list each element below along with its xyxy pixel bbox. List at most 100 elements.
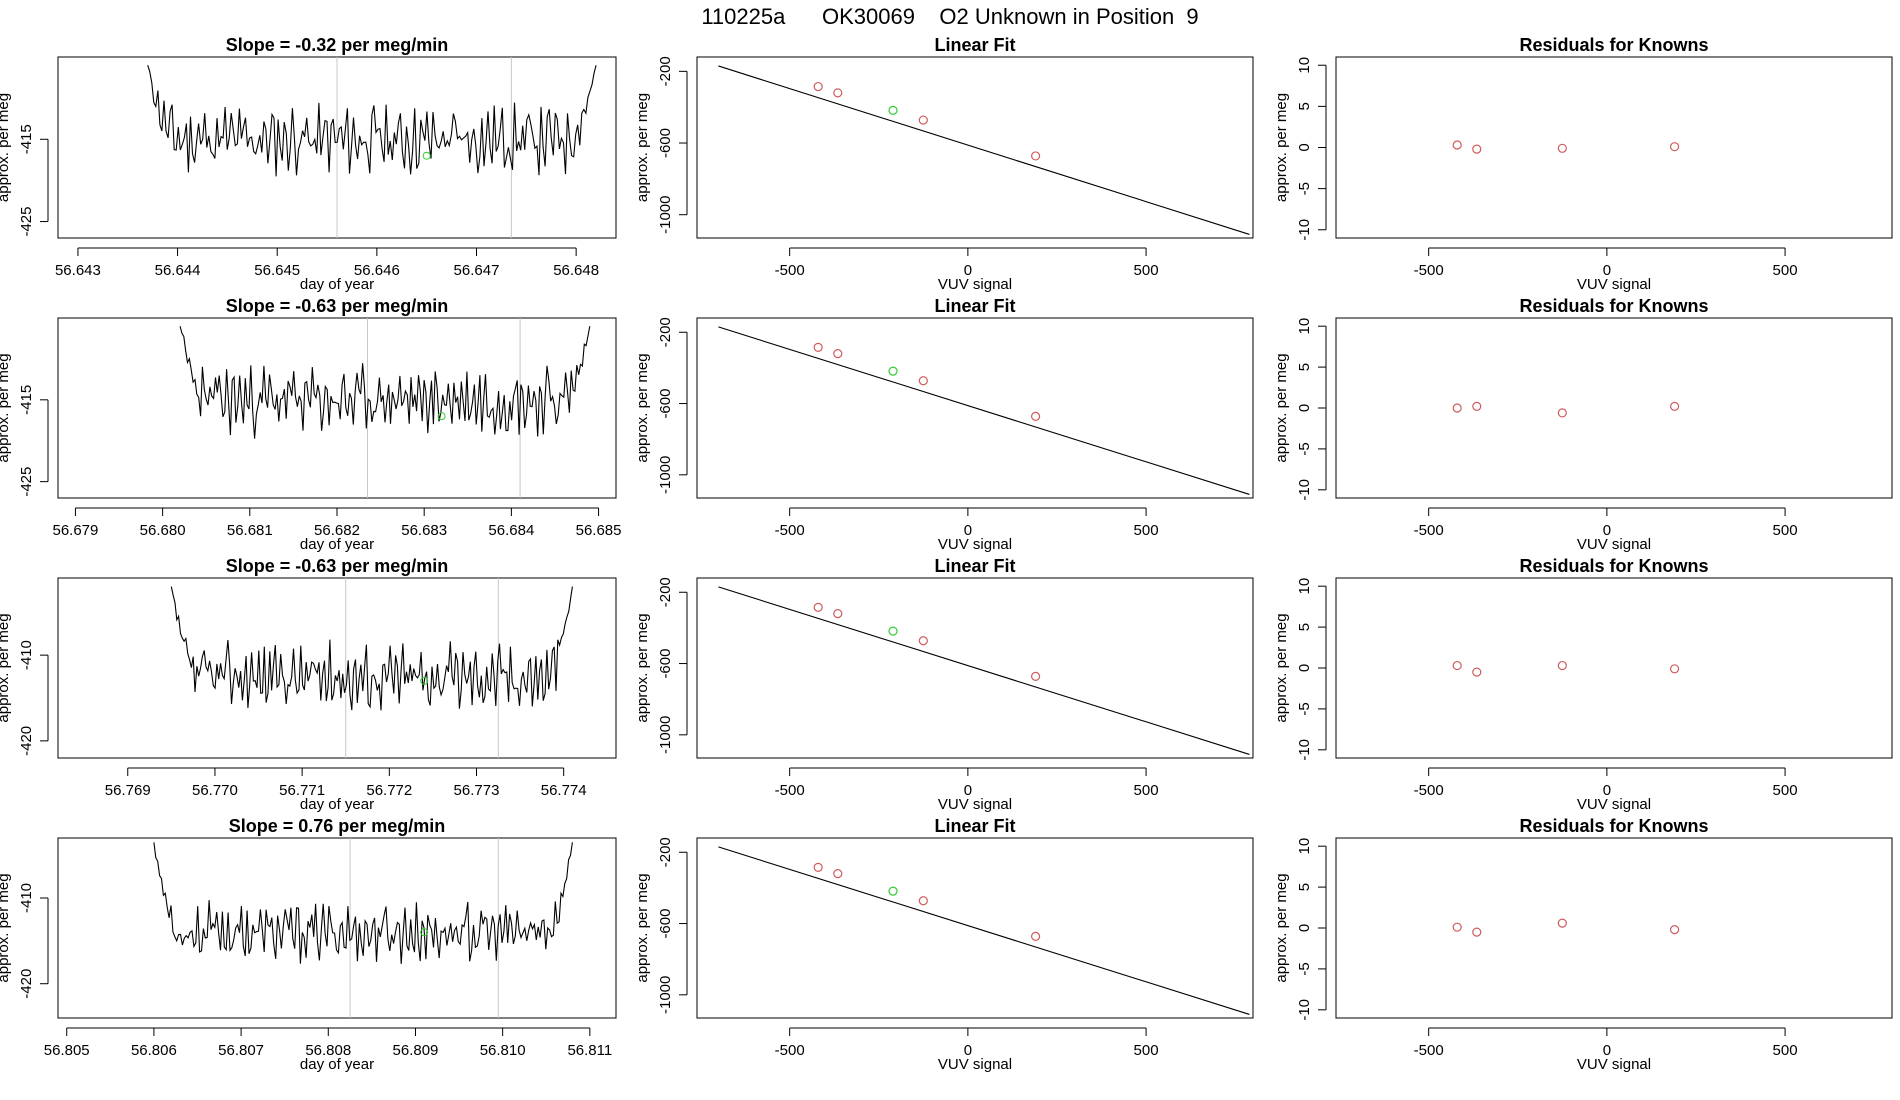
residuals-1-y-tick-label: 10 bbox=[1296, 57, 1313, 74]
residuals-4-y-tick-label: -10 bbox=[1296, 999, 1313, 1021]
residuals-3-title: Residuals for Knowns bbox=[1519, 556, 1708, 576]
timeseries-3-title: Slope = -0.63 per meg/min bbox=[226, 556, 449, 576]
linear-fit-1-title: Linear Fit bbox=[934, 35, 1015, 55]
timeseries-2-x-tick-label: 56.679 bbox=[52, 522, 98, 539]
timeseries-2-y-label: approx. per meg bbox=[0, 353, 12, 462]
residuals-4-y-label: approx. per meg bbox=[1273, 873, 1290, 982]
residuals-1-frame bbox=[1335, 56, 1893, 239]
timeseries-2-x-tick-label: 56.682 bbox=[314, 522, 360, 539]
linear-fit-4-y-tick-label: -1000 bbox=[657, 976, 674, 1014]
linear-fit-4-unknown-point bbox=[888, 886, 898, 896]
residuals-4-y-tick-label: 0 bbox=[1296, 924, 1313, 932]
timeseries-2-x-tick-label: 56.680 bbox=[140, 522, 186, 539]
linear-fit-4-y-tick-label: -200 bbox=[657, 837, 674, 867]
residuals-1-y-tick-label: 0 bbox=[1296, 143, 1313, 151]
residuals-4-residual-point bbox=[1557, 918, 1567, 928]
linear-fit-3-known-point bbox=[1030, 671, 1041, 681]
residuals-1-x-tick-label: 500 bbox=[1773, 262, 1798, 279]
residuals-1-title: Residuals for Knowns bbox=[1519, 35, 1708, 55]
residuals-3-x-tick-label: -500 bbox=[1414, 782, 1444, 799]
timeseries-4-x-tick-label: 56.808 bbox=[305, 1042, 351, 1059]
linear-fit-4-known-point bbox=[813, 862, 823, 873]
linear-fit-2-known-point bbox=[833, 349, 843, 359]
linear-fit-2-frame bbox=[696, 317, 1254, 499]
residuals-4-y-tick-label: 10 bbox=[1296, 838, 1313, 855]
timeseries-4-unknown-point bbox=[420, 928, 429, 937]
residuals-3-x-label: VUV signal bbox=[1577, 796, 1651, 813]
timeseries-4-title: Slope = 0.76 per meg/min bbox=[229, 816, 446, 836]
linear-fit-3-title: Linear Fit bbox=[934, 556, 1015, 576]
timeseries-2-unknown-point bbox=[437, 412, 446, 421]
timeseries-1-x-tick-label: 56.644 bbox=[155, 262, 201, 279]
timeseries-3-x-tick-label: 56.772 bbox=[366, 782, 412, 799]
residuals-1-x-tick-label: -500 bbox=[1414, 262, 1444, 279]
linear-fit-3-frame bbox=[696, 577, 1254, 759]
timeseries-4-x-tick-label: 56.807 bbox=[218, 1042, 264, 1059]
linear-fit-4-known-point bbox=[1030, 931, 1041, 941]
residuals-3-x-tick-label: 500 bbox=[1773, 782, 1798, 799]
linear-fit-2-x-tick-label: 0 bbox=[964, 522, 972, 539]
linear-fit-4-y-tick-label: -600 bbox=[657, 909, 674, 939]
timeseries-3-x-tick-label: 56.770 bbox=[192, 782, 238, 799]
linear-fit-2-fit-line bbox=[718, 326, 1250, 495]
linear-fit-1-y-tick-label: -600 bbox=[657, 128, 674, 158]
timeseries-1-x-tick-label: 56.647 bbox=[454, 262, 500, 279]
timeseries-2-x-tick-label: 56.685 bbox=[576, 522, 622, 539]
residuals-3-residual-point bbox=[1669, 664, 1680, 674]
linear-fit-3-unknown-point bbox=[888, 626, 898, 636]
residuals-1-x-tick-label: 0 bbox=[1603, 262, 1611, 279]
residuals-4-x-label: VUV signal bbox=[1577, 1056, 1651, 1073]
residuals-1-y-tick-label: -5 bbox=[1296, 182, 1313, 195]
timeseries-1-y-tick-label: -425 bbox=[18, 207, 35, 237]
linear-fit-2-y-tick-label: -1000 bbox=[657, 456, 674, 494]
linear-fit-2-y-label: approx. per meg bbox=[634, 353, 651, 462]
linear-fit-2-x-label: VUV signal bbox=[938, 536, 1012, 553]
linear-fit-3-y-tick-label: -200 bbox=[657, 577, 674, 607]
linear-fit-3-x-tick-label: -500 bbox=[775, 782, 805, 799]
linear-fit-2-known-point bbox=[918, 376, 928, 386]
residuals-2-title: Residuals for Knowns bbox=[1519, 296, 1708, 316]
residuals-2-y-tick-label: -10 bbox=[1296, 479, 1313, 501]
residuals-4-x-tick-label: -500 bbox=[1414, 1042, 1444, 1059]
linear-fit-3-x-tick-label: 0 bbox=[964, 782, 972, 799]
timeseries-1-y-tick-label: -415 bbox=[18, 124, 35, 154]
timeseries-2-x-tick-label: 56.683 bbox=[401, 522, 447, 539]
page-title: 110225a OK30069 O2 Unknown in Position 9 bbox=[701, 4, 1199, 29]
timeseries-4-frame bbox=[57, 837, 617, 1019]
timeseries-4-y-tick-label: -410 bbox=[18, 883, 35, 913]
residuals-2-x-label: VUV signal bbox=[1577, 536, 1651, 553]
linear-fit-3-known-point bbox=[813, 602, 823, 613]
linear-fit-1-y-label: approx. per meg bbox=[634, 93, 651, 202]
residuals-2-residual-point bbox=[1452, 403, 1462, 413]
timeseries-1-series-line bbox=[147, 65, 597, 177]
timeseries-4-x-tick-label: 56.809 bbox=[393, 1042, 439, 1059]
linear-fit-4-frame bbox=[696, 837, 1254, 1019]
linear-fit-3-y-tick-label: -1000 bbox=[657, 716, 674, 754]
timeseries-3-x-tick-label: 56.769 bbox=[105, 782, 151, 799]
timeseries-1-title: Slope = -0.32 per meg/min bbox=[226, 35, 449, 55]
timeseries-2-y-tick-label: -425 bbox=[18, 467, 35, 497]
linear-fit-1-x-label: VUV signal bbox=[938, 276, 1012, 293]
timeseries-1-y-label: approx. per meg bbox=[0, 93, 12, 202]
residuals-3-y-tick-label: 10 bbox=[1296, 578, 1313, 595]
timeseries-1-x-tick-label: 56.646 bbox=[354, 262, 400, 279]
linear-fit-4-x-tick-label: 0 bbox=[964, 1042, 972, 1059]
linear-fit-3-x-tick-label: 500 bbox=[1134, 782, 1159, 799]
timeseries-4-x-tick-label: 56.811 bbox=[567, 1042, 612, 1059]
residuals-4-x-tick-label: 500 bbox=[1773, 1042, 1798, 1059]
linear-fit-4-x-tick-label: 500 bbox=[1134, 1042, 1159, 1059]
residuals-3-residual-point bbox=[1472, 667, 1482, 677]
linear-fit-1-fit-line bbox=[718, 65, 1250, 235]
residuals-2-x-tick-label: -500 bbox=[1414, 522, 1444, 539]
residuals-1-residual-point bbox=[1557, 143, 1567, 153]
residuals-3-x-tick-label: 0 bbox=[1603, 782, 1611, 799]
residuals-3-y-label: approx. per meg bbox=[1273, 613, 1290, 722]
residuals-1-residual-point bbox=[1452, 140, 1462, 150]
residuals-1-y-tick-label: -10 bbox=[1296, 219, 1313, 241]
timeseries-3-series-line bbox=[170, 586, 573, 711]
linear-fit-3-known-point bbox=[833, 609, 843, 619]
residuals-2-residual-point bbox=[1557, 408, 1567, 418]
linear-fit-3-fit-line bbox=[718, 586, 1250, 755]
